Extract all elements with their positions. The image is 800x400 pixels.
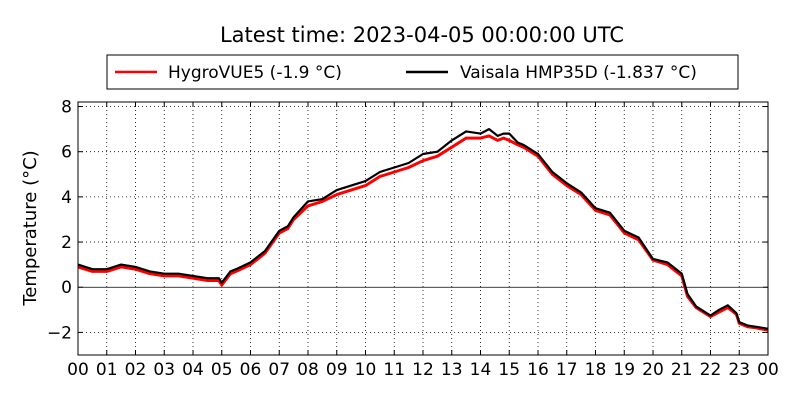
- y-tick-label: 6: [61, 143, 72, 163]
- x-tick-label: 21: [671, 360, 693, 380]
- x-tick-label: 13: [441, 360, 463, 380]
- y-tick-label: 8: [61, 98, 72, 118]
- series-line-vaisala: [77, 128, 769, 330]
- x-tick-label: 17: [556, 360, 578, 380]
- x-tick-label: 12: [412, 360, 434, 380]
- y-tick-label: 4: [61, 188, 72, 208]
- ticks: [77, 102, 769, 355]
- x-tick-label: 22: [700, 360, 722, 380]
- x-tick-label: 11: [383, 360, 405, 380]
- x-tick-label: 23: [728, 360, 750, 380]
- x-tick-label: 16: [527, 360, 549, 380]
- x-tick-label: 19: [613, 360, 635, 380]
- x-tick-label: 05: [211, 360, 233, 380]
- y-tick-label: −2: [47, 323, 72, 343]
- x-tick-label: 14: [470, 360, 492, 380]
- x-tick-label: 07: [268, 360, 290, 380]
- x-tick-label: 18: [585, 360, 607, 380]
- x-tick-label: 09: [326, 360, 348, 380]
- series-line-hygrovue5: [77, 134, 769, 332]
- grid: [78, 102, 768, 355]
- x-tick-label: 10: [355, 360, 377, 380]
- x-tick-label: 03: [153, 360, 175, 380]
- x-tick-label: 00: [757, 360, 779, 380]
- x-tick-label: 06: [240, 360, 262, 380]
- x-tick-label: 00: [67, 360, 89, 380]
- y-tick-label: 2: [61, 233, 72, 253]
- x-tick-label: 20: [642, 360, 664, 380]
- legend: HygroVUE5 (-1.9 °C) Vaisala HMP35D (-1.8…: [106, 54, 739, 90]
- legend-label-hygrovue5: HygroVUE5 (-1.9 °C): [168, 63, 342, 83]
- legend-label-vaisala: Vaisala HMP35D (-1.837 °C): [460, 63, 697, 83]
- y-tick-labels: −2 0 2 4 6 8: [47, 98, 72, 344]
- x-tick-label: 02: [125, 360, 147, 380]
- y-tick-label: 0: [61, 278, 72, 298]
- plot-frame: [77, 101, 769, 356]
- x-tick-label: 08: [297, 360, 319, 380]
- x-tick-label: 15: [498, 360, 520, 380]
- chart-title: Latest time: 2023-04-05 00:00:00 UTC: [220, 23, 624, 47]
- series-group: [77, 128, 769, 332]
- x-tick-label: 04: [182, 360, 204, 380]
- x-tick-label: 01: [96, 360, 118, 380]
- x-tick-labels: 00 01 02 03 04 05 06 07 08 09 10 11 12 13 14 15 16 17 18 19…: [67, 360, 779, 380]
- y-axis-label: Temperature (°C): [20, 150, 41, 306]
